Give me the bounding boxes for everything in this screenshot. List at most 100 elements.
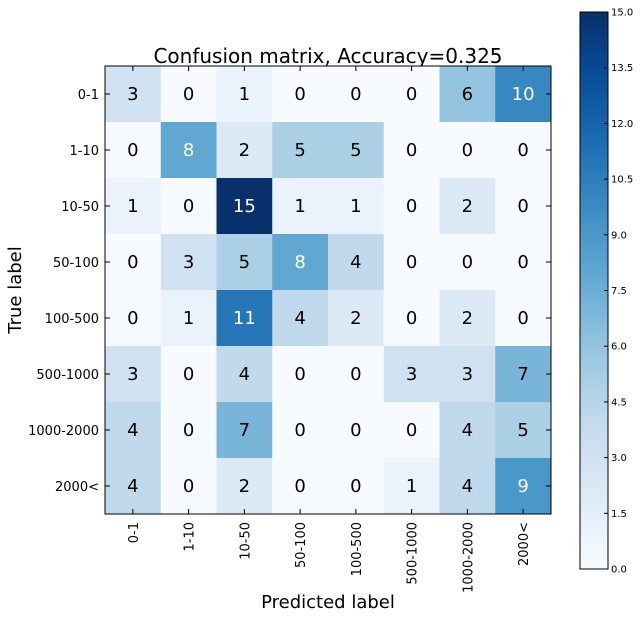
colorbar-tick-label: 15.0 — [611, 8, 633, 19]
cell-value-label: 5 — [517, 420, 528, 441]
heatmap-cell — [383, 66, 440, 123]
cell-value-label: 3 — [127, 364, 138, 385]
cell-value-label: 1 — [239, 84, 250, 105]
heatmap-cell — [439, 402, 496, 459]
x-tick-label: 2000< — [517, 522, 532, 566]
cell-value-label: 0 — [462, 140, 473, 161]
cell-value-label: 2 — [239, 140, 250, 161]
heatmap-cell — [105, 234, 162, 291]
heatmap-cell — [105, 458, 162, 515]
heatmap-cell — [160, 458, 217, 515]
heatmap-cell — [216, 178, 273, 235]
heatmap-cell — [439, 178, 496, 235]
heatmap-cell — [383, 290, 440, 347]
cell-value-label: 0 — [350, 84, 361, 105]
cell-value-label: 3 — [183, 252, 194, 273]
heatmap-cell — [216, 290, 273, 347]
heatmap-cell — [439, 290, 496, 347]
x-tick-labels: 0-1 1-10 10-50 50-100 100-500 500-1000 1000-20… — [127, 522, 532, 593]
cell-value-label: 10 — [512, 84, 535, 105]
cell-value-label: 0 — [350, 476, 361, 497]
x-tick-label: 1000-2000 — [461, 522, 476, 593]
y-tick-label: 10-50 — [61, 200, 99, 215]
cell-value-label: 0 — [183, 476, 194, 497]
cell-value-label: 0 — [462, 252, 473, 273]
cell-value-label: 15 — [233, 196, 256, 217]
colorbar-tick-label: 13.5 — [611, 63, 633, 74]
heatmap-cell — [439, 234, 496, 291]
heatmap-cells — [105, 66, 552, 515]
cell-value-label: 0 — [294, 84, 305, 105]
heatmap-cell — [272, 178, 329, 235]
y-tick-label: 1000-2000 — [28, 424, 99, 439]
cell-value-label: 3 — [406, 364, 417, 385]
x-tick-label: 50-100 — [294, 522, 309, 568]
heatmap-cell — [160, 66, 217, 123]
cell-value-label: 0 — [127, 140, 138, 161]
cell-value-label: 2 — [462, 308, 473, 329]
heatmap-cell — [160, 178, 217, 235]
heatmap-cell — [105, 178, 162, 235]
heatmap-cell — [160, 234, 217, 291]
heatmap-cell — [383, 234, 440, 291]
heatmap-cell — [160, 290, 217, 347]
heatmap-cell — [216, 234, 273, 291]
heatmap-cell — [495, 234, 552, 291]
heatmap-cell — [383, 122, 440, 179]
heatmap-cell — [383, 458, 440, 515]
cell-value-label: 0 — [517, 140, 528, 161]
cell-value-label: 0 — [183, 84, 194, 105]
heatmap-cell — [272, 402, 329, 459]
cell-value-label: 11 — [233, 308, 256, 329]
cell-value-label: 0 — [183, 420, 194, 441]
cell-value-label: 0 — [294, 420, 305, 441]
cell-value-label: 0 — [183, 364, 194, 385]
heatmap-cell — [216, 122, 273, 179]
cell-value-label: 9 — [517, 476, 528, 497]
heatmap-cell — [160, 122, 217, 179]
cell-value-label: 0 — [350, 420, 361, 441]
colorbar-tick-label: 4.5 — [611, 397, 627, 408]
x-tick-label: 500-1000 — [406, 522, 421, 585]
cell-value-label: 4 — [239, 364, 250, 385]
cell-value-label: 2 — [239, 476, 250, 497]
heatmap-cell — [328, 402, 385, 459]
heatmap-cell — [160, 402, 217, 459]
x-tick-label: 100-500 — [350, 522, 365, 576]
heatmap-cell — [272, 458, 329, 515]
cell-value-label: 0 — [406, 252, 417, 273]
cell-value-label: 0 — [406, 420, 417, 441]
heatmap-cell — [216, 66, 273, 123]
cell-value-label: 5 — [294, 140, 305, 161]
cell-value-label: 3 — [127, 84, 138, 105]
colorbar-tick-label: 10.5 — [611, 175, 633, 186]
cell-value-label: 1 — [350, 196, 361, 217]
heatmap-cell — [216, 458, 273, 515]
cell-value-labels: 3 0 1 0 0 0 6 100 8 2 5 5 0 0 01 0 15 1 1 0 2 00 3 5 8 4 0 0 00 1 11 4 2… — [127, 84, 534, 497]
colorbar-tick-label: 1.5 — [611, 509, 627, 520]
x-tick-label: 0-1 — [127, 522, 142, 543]
heatmap-cell — [105, 346, 162, 403]
heatmap-cell — [439, 122, 496, 179]
cell-value-label: 5 — [239, 252, 250, 273]
heatmap-cell — [495, 346, 552, 403]
cell-value-label: 0 — [406, 308, 417, 329]
cell-value-label: 0 — [127, 252, 138, 273]
cell-value-label: 5 — [350, 140, 361, 161]
heatmap-cell — [272, 66, 329, 123]
colorbar-tick-label: 12.0 — [611, 119, 633, 130]
colorbar — [579, 11, 609, 570]
heatmap-cell — [105, 290, 162, 347]
cell-value-label: 0 — [517, 252, 528, 273]
cell-value-label: 1 — [127, 196, 138, 217]
heatmap-cell — [439, 346, 496, 403]
cell-value-label: 6 — [462, 84, 473, 105]
heatmap-cell — [216, 402, 273, 459]
heatmap-cell — [383, 402, 440, 459]
heatmap-cell — [439, 458, 496, 515]
heatmap-cell — [272, 290, 329, 347]
cell-value-label: 0 — [406, 140, 417, 161]
heatmap-cell — [105, 402, 162, 459]
heatmap-cell — [495, 458, 552, 515]
